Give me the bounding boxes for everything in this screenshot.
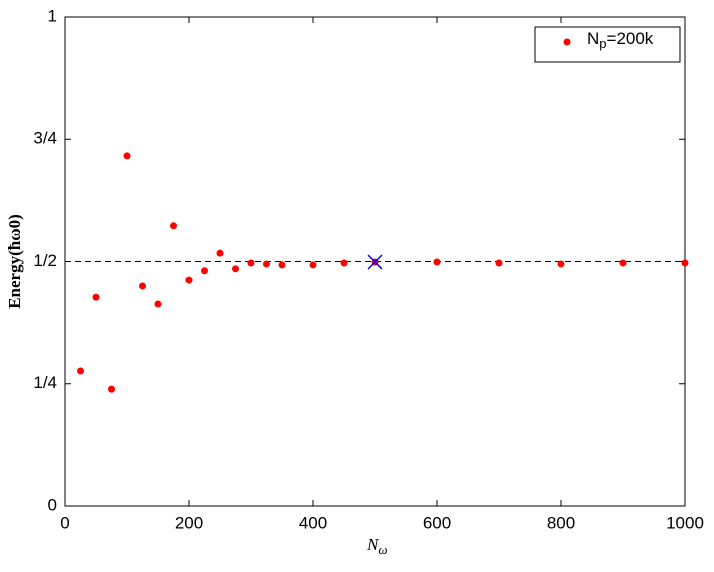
x-axis-label: Nω: [366, 535, 388, 557]
data-point: [108, 385, 115, 393]
data-point: [247, 259, 255, 267]
data-point: [92, 293, 100, 301]
x-tick-label: 1000: [666, 513, 704, 532]
data-point: [557, 260, 565, 268]
data-point: [263, 260, 270, 268]
x-tick-label: 600: [423, 513, 451, 532]
y-tick-label: 1/2: [33, 251, 57, 270]
data-point: [278, 261, 286, 269]
data-point: [309, 261, 317, 269]
data-point: [170, 222, 177, 230]
data-point: [340, 259, 348, 267]
data-point: [216, 249, 224, 257]
data-point: [619, 259, 627, 267]
data-point: [433, 258, 441, 266]
y-tick-label: 0: [48, 495, 57, 514]
data-point: [123, 152, 131, 160]
highlight-marker: [367, 254, 383, 270]
legend-marker: [563, 38, 571, 46]
legend: [534, 26, 681, 63]
x-tick-label: 400: [299, 513, 327, 532]
data-point: [154, 300, 162, 308]
data-point: [185, 276, 193, 284]
data-point: [495, 259, 503, 267]
y-tick-label: 1/4: [33, 373, 57, 392]
y-tick-label: 1: [48, 6, 57, 25]
x-tick-label: 800: [547, 513, 575, 532]
y-axis-label: Energy(ħω0): [5, 214, 24, 309]
data-point: [139, 282, 146, 290]
legend-label: Np=200k: [587, 29, 654, 51]
data-point: [201, 267, 208, 275]
data-point: [681, 259, 689, 267]
x-tick-label: 0: [60, 513, 69, 532]
data-point: [77, 367, 84, 375]
y-tick-label: 3/4: [33, 129, 57, 148]
data-point: [232, 265, 239, 273]
x-tick-label: 200: [175, 513, 203, 532]
